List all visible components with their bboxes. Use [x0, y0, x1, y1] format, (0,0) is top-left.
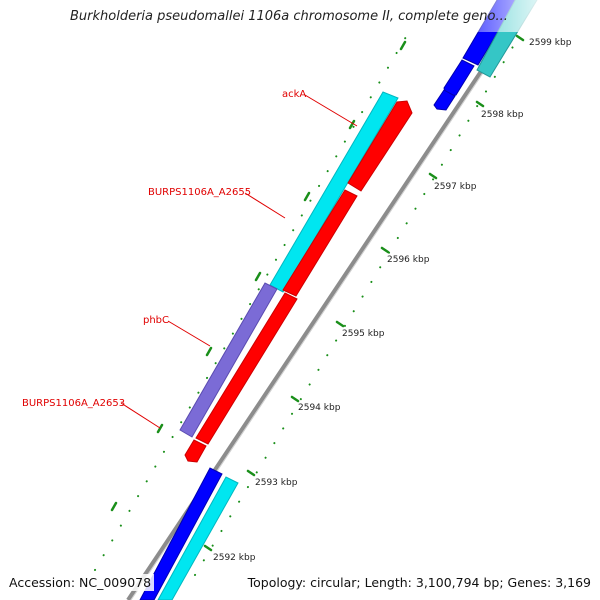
tick-label: 2596 kbp: [387, 255, 430, 265]
gene-features: [139, 0, 538, 600]
right-major-ticks: [203, 34, 525, 552]
tick-label: 2592 kbp: [213, 553, 256, 563]
gene-label-group: ackA BURPS1106A_A2655 phbC BURPS1106A_A2…: [22, 89, 306, 409]
gene-blue-small-2: [433, 89, 456, 111]
gene-phbC: [179, 282, 278, 438]
gene-cyan-bottom: [157, 476, 239, 600]
gene-label-phbC: phbC: [143, 315, 169, 326]
gene-BURPS1106A_A2653: [195, 292, 298, 445]
map-title: Burkholderia pseudomallei 1106a chromoso…: [70, 9, 508, 24]
title-fade: [430, 0, 540, 32]
gene-blue-bottom: [139, 467, 223, 600]
gene-label-BURPS1106A_A2653: BURPS1106A_A2653: [22, 398, 125, 409]
tick-label: 2597 kbp: [434, 182, 477, 192]
gene-ackA: [269, 91, 399, 293]
tick-label: 2593 kbp: [255, 478, 298, 488]
gene-BURPS1106A_A2655: [347, 100, 413, 192]
tick-label: 2595 kbp: [342, 329, 385, 339]
gene-red-middle: [282, 189, 358, 297]
tick-label: 2599 kbp: [529, 38, 572, 48]
tick-label: 2594 kbp: [298, 403, 341, 413]
gene-red-small: [184, 439, 207, 463]
tick-label-group: 2599 kbp 2598 kbp 2597 kbp 2596 kbp 2595…: [213, 38, 572, 563]
accession-label: Accession: NC_009078: [6, 574, 155, 591]
topology-summary: Topology: circular; Length: 3,100,794 bp…: [244, 574, 594, 591]
left-major-ticks: [110, 40, 407, 512]
tick-label: 2598 kbp: [481, 110, 524, 120]
gene-label-BURPS1106A_A2655: BURPS1106A_A2655: [148, 187, 251, 198]
label-leaders: [120, 94, 358, 429]
gene-label-ackA: ackA: [282, 89, 306, 100]
left-dotted-track: [94, 29, 411, 571]
right-dotted-track: [194, 34, 521, 576]
